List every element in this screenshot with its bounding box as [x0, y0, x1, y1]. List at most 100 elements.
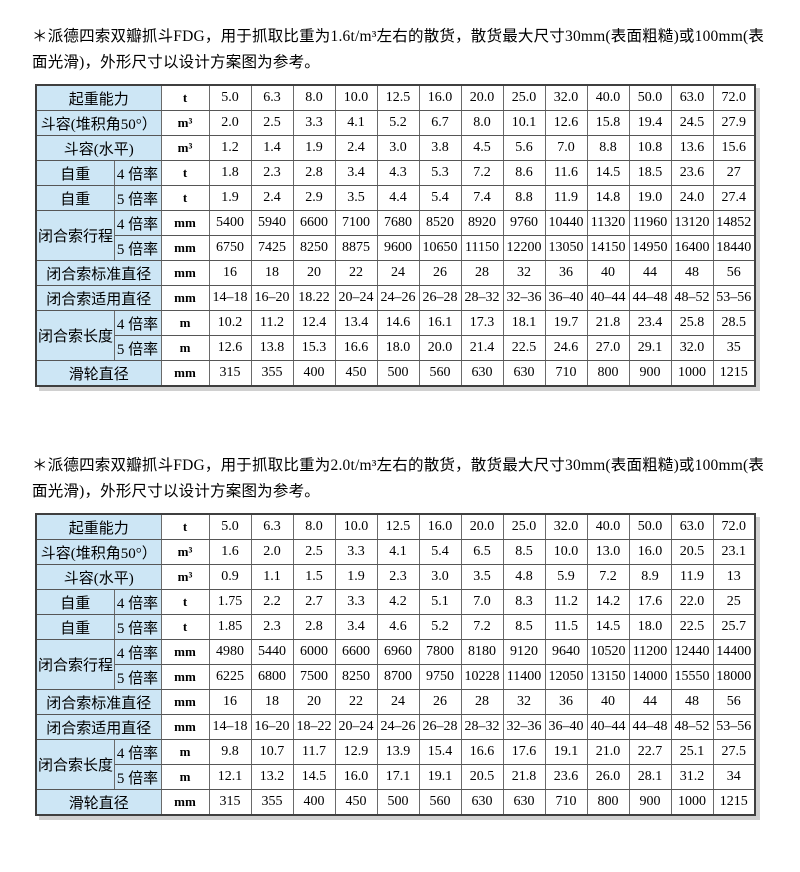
unit-cell: m³	[160, 539, 210, 565]
row-label: 自重	[35, 614, 115, 640]
value-cell: 16	[208, 260, 252, 286]
value-cell: 13120	[670, 210, 714, 236]
value-cell: 6.3	[250, 513, 294, 540]
unit-cell: t	[160, 185, 210, 211]
value-cell: 3.0	[418, 564, 462, 590]
value-cell: 16	[208, 689, 252, 715]
unit-cell: mm	[160, 689, 210, 715]
value-cell: 8.0	[460, 110, 504, 136]
value-cell: 15.8	[586, 110, 630, 136]
value-cell: 53–56	[712, 285, 756, 311]
table-row: 闭合索标准直径 mm 16 18 20 22 24 26 28 32 36 40 44 48 56	[35, 260, 756, 286]
value-cell: 22	[334, 260, 378, 286]
value-cell: 13.6	[670, 135, 714, 161]
value-cell: 2.5	[292, 539, 336, 565]
value-cell: 2.4	[250, 185, 294, 211]
value-cell: 5.9	[544, 564, 588, 590]
value-cell: 23.1	[712, 539, 756, 565]
value-cell: 63.0	[670, 84, 714, 111]
value-cell: 4.2	[376, 589, 420, 615]
value-cell: 1.9	[208, 185, 252, 211]
value-cell: 28.5	[712, 310, 756, 336]
value-cell: 6.7	[418, 110, 462, 136]
value-cell: 28–32	[460, 285, 504, 311]
value-cell: 560	[418, 789, 462, 816]
value-cell: 13.4	[334, 310, 378, 336]
unit-cell: mm	[160, 639, 210, 665]
unit-cell: m	[160, 739, 210, 765]
value-cell: 24.6	[544, 335, 588, 361]
value-cell: 11320	[586, 210, 630, 236]
unit-cell: m³	[160, 135, 210, 161]
value-cell: 32.0	[544, 513, 588, 540]
value-cell: 12.1	[208, 764, 252, 790]
value-cell: 11960	[628, 210, 672, 236]
value-cell: 12.9	[334, 739, 378, 765]
value-cell: 26	[418, 260, 462, 286]
value-cell: 20.0	[418, 335, 462, 361]
value-cell: 14.6	[376, 310, 420, 336]
value-cell: 21.4	[460, 335, 504, 361]
value-cell: 10.8	[628, 135, 672, 161]
value-cell: 17.6	[502, 739, 546, 765]
value-cell: 900	[628, 360, 672, 387]
value-cell: 50.0	[628, 513, 672, 540]
value-cell: 22.5	[670, 614, 714, 640]
value-cell: 10650	[418, 235, 462, 261]
unit-cell: mm	[160, 714, 210, 740]
value-cell: 56	[712, 689, 756, 715]
table-row: 起重能力 t 5.0 6.3 8.0 10.0 12.5 16.0 20.0 25.0 32.0 40…	[35, 513, 756, 540]
value-cell: 13.9	[376, 739, 420, 765]
value-cell: 9640	[544, 639, 588, 665]
value-cell: 36–40	[544, 714, 588, 740]
value-cell: 630	[460, 789, 504, 816]
unit-cell: mm	[160, 235, 210, 261]
row-label: 起重能力	[35, 84, 162, 111]
value-cell: 28–32	[460, 714, 504, 740]
value-cell: 25.8	[670, 310, 714, 336]
unit-cell: m³	[160, 564, 210, 590]
value-cell: 14852	[712, 210, 756, 236]
value-cell: 4.4	[376, 185, 420, 211]
value-cell: 15.4	[418, 739, 462, 765]
value-cell: 16.0	[628, 539, 672, 565]
value-cell: 7.4	[460, 185, 504, 211]
unit-cell: mm	[160, 664, 210, 690]
value-cell: 2.2	[250, 589, 294, 615]
value-cell: 1.9	[334, 564, 378, 590]
value-cell: 27	[712, 160, 756, 186]
value-cell: 7425	[250, 235, 294, 261]
value-cell: 23.6	[670, 160, 714, 186]
table-row: 闭合索长度 4 倍率 m 9.8 10.7 11.7 12.9 13.9 15.4 16.6 17.…	[35, 739, 756, 790]
value-cell: 16400	[670, 235, 714, 261]
value-cell: 44–48	[628, 285, 672, 311]
value-cell: 4.3	[376, 160, 420, 186]
table-row: 自重 5 倍率 t 1.9 2.4 2.9 3.5 4.4 5.4 7.4 8.8 11.9 14.8 1…	[35, 185, 756, 211]
value-cell: 10228	[460, 664, 504, 690]
value-cell: 15.6	[712, 135, 756, 161]
unit-cell: mm	[160, 210, 210, 236]
value-cell: 2.3	[250, 160, 294, 186]
unit-cell: mm	[160, 360, 210, 387]
value-cell: 450	[334, 789, 378, 816]
row-label: 自重	[35, 589, 115, 615]
value-cell: 560	[418, 360, 462, 387]
row-label: 滑轮直径	[35, 360, 162, 387]
unit-cell: t	[160, 160, 210, 186]
value-cell: 8.0	[292, 84, 336, 111]
value-cell: 13.0	[586, 539, 630, 565]
value-cell: 32.0	[670, 335, 714, 361]
value-cell: 5.3	[418, 160, 462, 186]
value-cell: 11400	[502, 664, 546, 690]
spec-table-fdg-1-6: 起重能力 t 5.0 6.3 8.0 10.0 12.5 16.0 20.0 25.0 32.0 40…	[35, 84, 757, 387]
value-cell: 14.5	[586, 614, 630, 640]
row-label: 斗容(水平)	[35, 564, 162, 590]
value-cell: 11.7	[292, 739, 336, 765]
value-cell: 7.2	[460, 614, 504, 640]
value-cell: 7500	[292, 664, 336, 690]
value-cell: 15.3	[292, 335, 336, 361]
value-cell: 36–40	[544, 285, 588, 311]
value-cell: 800	[586, 789, 630, 816]
value-cell: 8250	[292, 235, 336, 261]
value-cell: 8520	[418, 210, 462, 236]
